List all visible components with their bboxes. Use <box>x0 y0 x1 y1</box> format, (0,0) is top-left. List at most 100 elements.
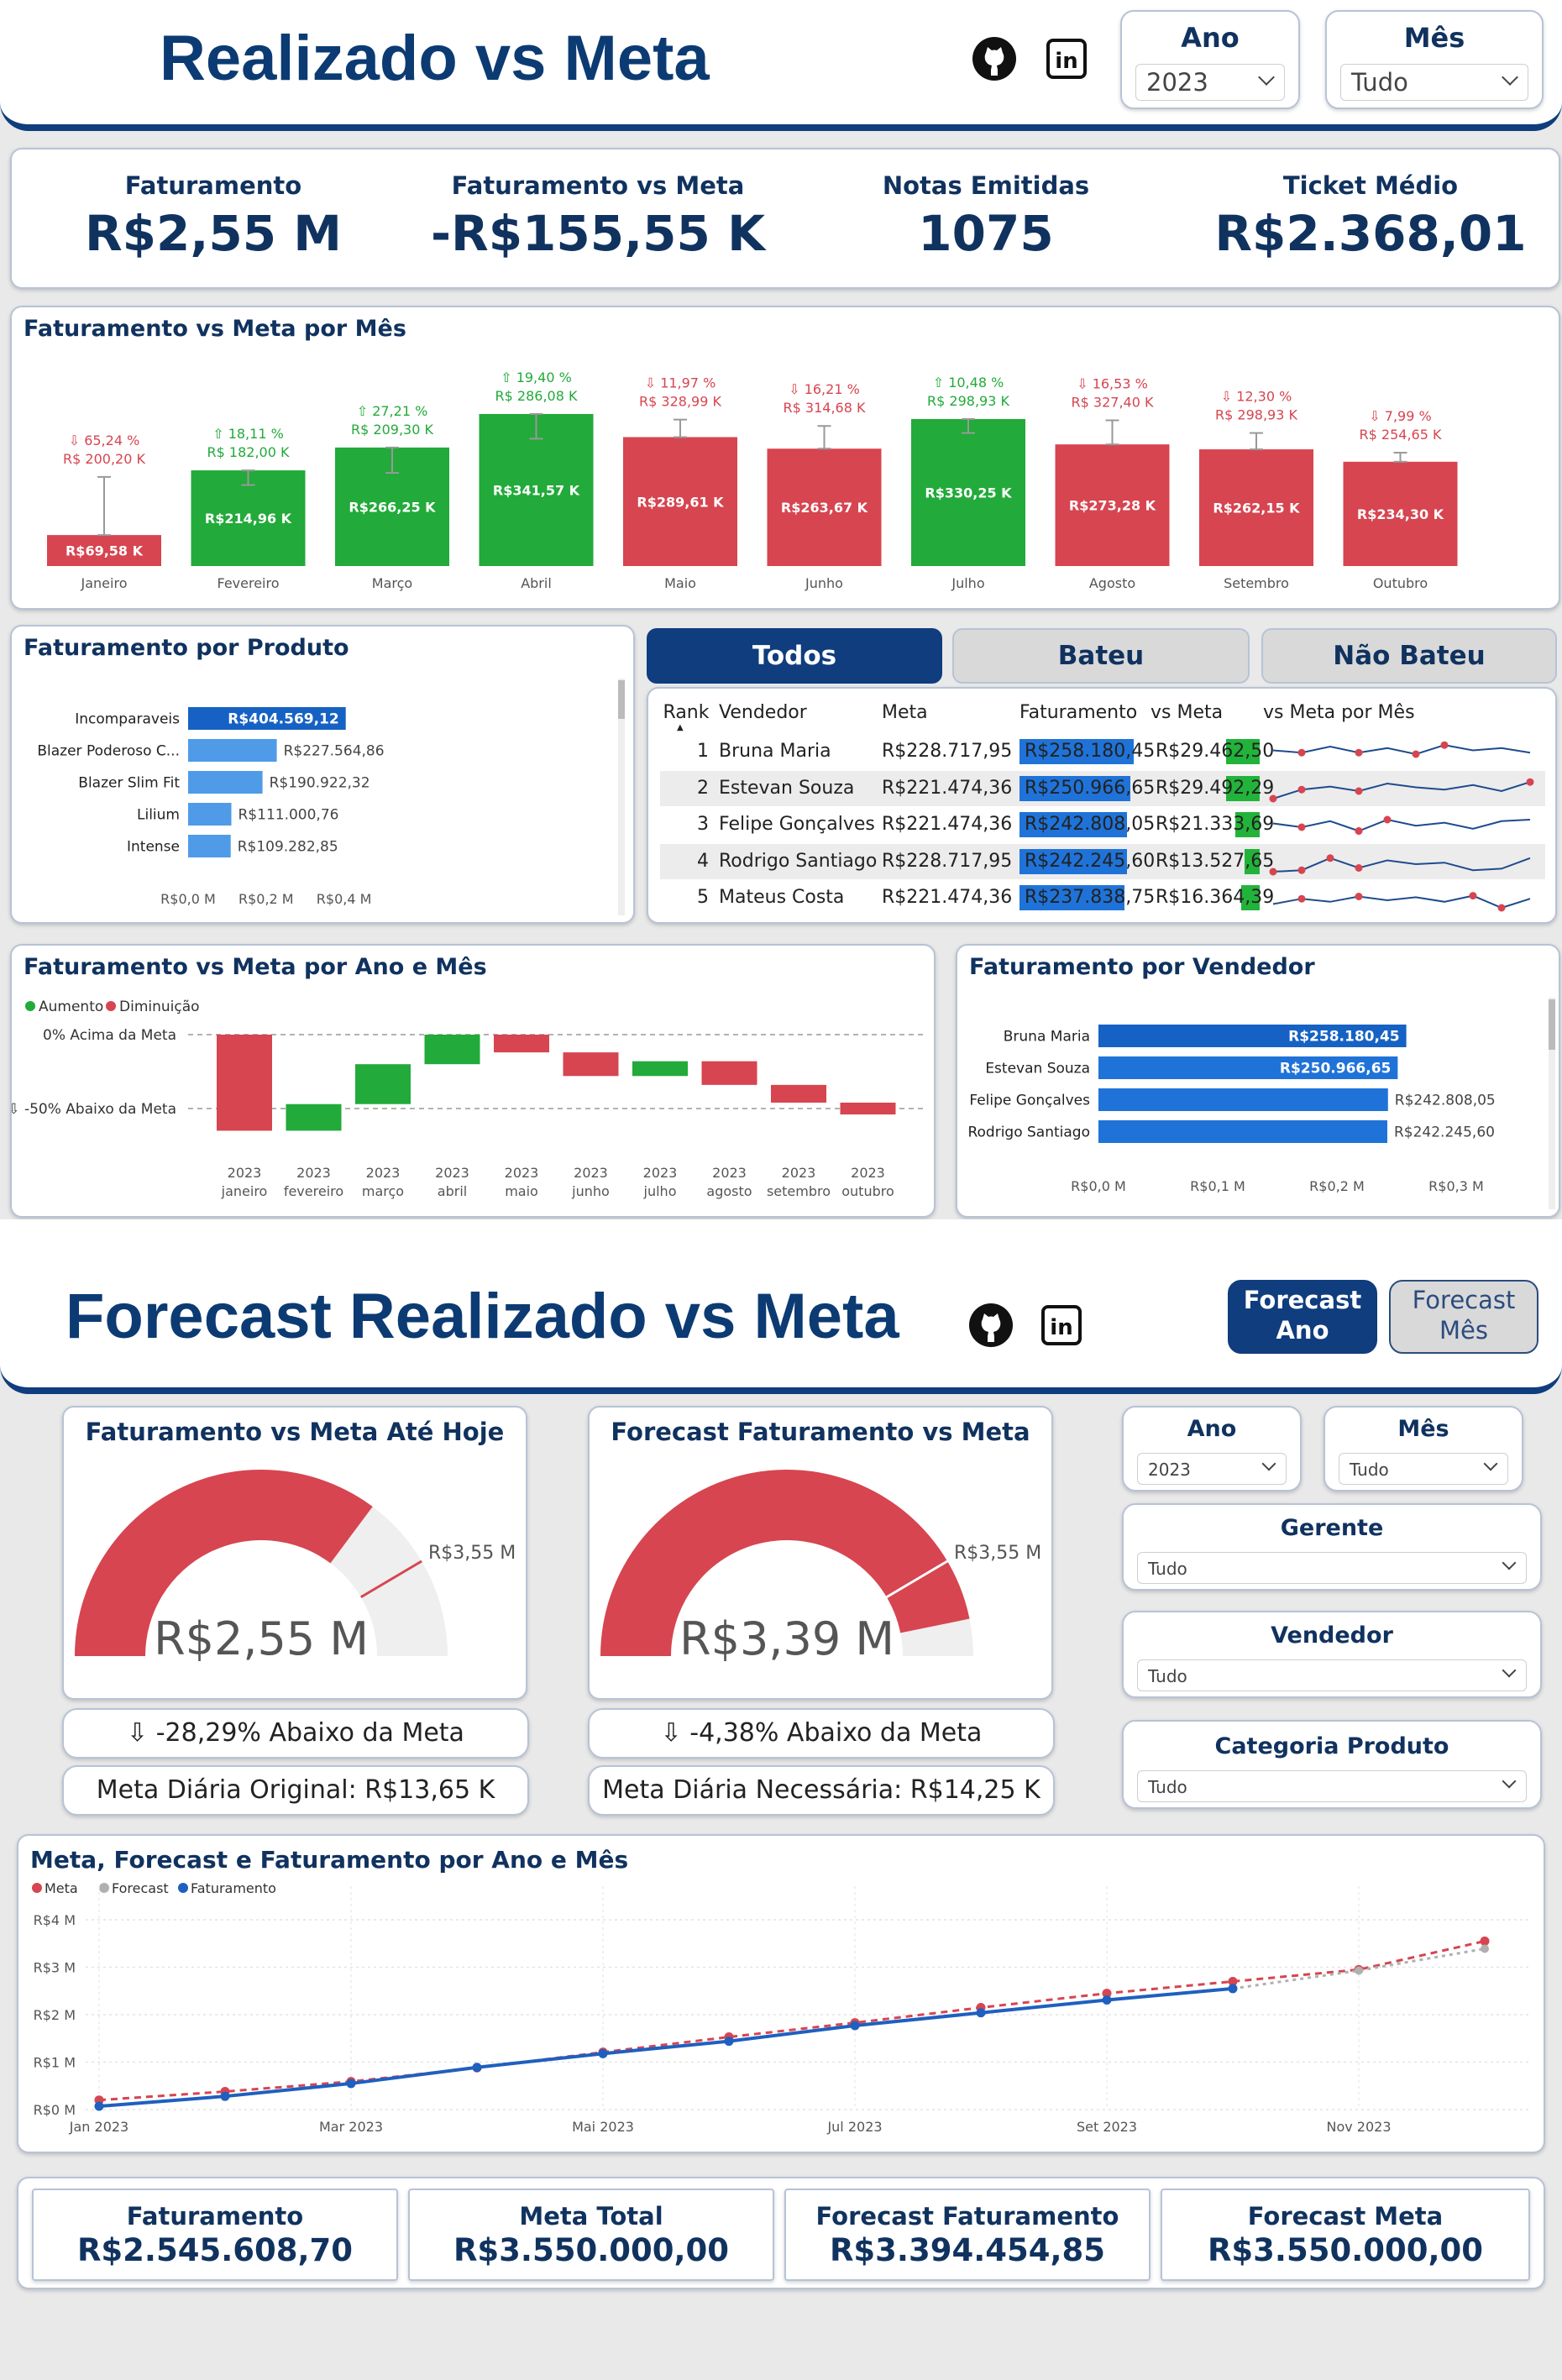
x-tick-label: Outubro <box>1373 575 1428 591</box>
x-tick-label: Fevereiro <box>217 575 279 591</box>
bar-value-label: R$330,25 K <box>925 485 1012 501</box>
fat-data-bar <box>1019 848 1127 874</box>
vs-data-bar <box>1240 885 1260 910</box>
series-line-forecast <box>1232 1947 1486 1990</box>
legend-marker <box>178 1883 188 1893</box>
percent-label: ⇩ 65,24 % <box>69 432 140 448</box>
column-header[interactable]: vs Meta por Mês <box>1263 702 1415 723</box>
mes-dropdown[interactable]: Tudo <box>1339 1453 1508 1485</box>
ano-dropdown[interactable]: 2023 <box>1137 1453 1287 1485</box>
series-point-forecast <box>1481 1944 1489 1953</box>
gauge-value: R$3,39 M <box>679 1612 894 1665</box>
meta-label: R$ 200,20 K <box>63 451 145 467</box>
column-header[interactable]: vs Meta <box>1151 702 1224 723</box>
monthly-bar-chart: R$69,58 K ⇩ 65,24 % R$ 200,20 K Janeiro R$21… <box>47 370 1458 591</box>
kpi-label: Forecast Faturamento <box>815 2202 1119 2231</box>
category-label: Blazer Poderoso C... <box>37 743 180 760</box>
tab-todos[interactable]: Todos <box>647 628 942 684</box>
categoria-produto-dropdown[interactable]: Tudo <box>1137 1770 1527 1802</box>
column-header[interactable]: Vendedor <box>719 702 807 723</box>
meta-label: R$ 182,00 K <box>207 444 290 460</box>
kpi-value: R$3.394.454,85 <box>829 2232 1106 2268</box>
forecast-mes-button[interactable]: Forecast Mês <box>1389 1280 1538 1354</box>
table-row[interactable]: 3 Felipe Gonçalves R$221.474,36 R$242.808,0… <box>660 807 1545 842</box>
sparkline-marker <box>1269 868 1277 875</box>
bar-value-label: R$69,58 K <box>66 543 144 559</box>
x-tick-year: 2023 <box>643 1165 678 1181</box>
bar-setembro <box>1199 449 1313 566</box>
kpi-forecast-faturamento: Forecast Faturamento R$3.394.454,85 <box>786 2202 1149 2268</box>
github-icon[interactable] <box>967 1302 1014 1349</box>
svg-text:in: in <box>1050 1315 1072 1340</box>
bar-outubro <box>1343 461 1458 566</box>
x-tick-label: Mai 2023 <box>572 2119 634 2135</box>
meta-label: R$ 298,93 K <box>927 393 1009 409</box>
bar <box>1098 1088 1388 1111</box>
bar-value-label: R$109.282,85 <box>238 839 338 856</box>
mes-slicer: Mês Tudo <box>1325 10 1544 109</box>
gauge-value: R$2,55 M <box>154 1612 369 1665</box>
table-row[interactable]: 5 Mateus Costa R$221.474,36 R$237.838,75 R$1… <box>660 880 1545 915</box>
table-row[interactable]: 2 Estevan Souza R$221.474,36 R$250.966,65 R$… <box>660 770 1545 806</box>
x-tick-label: Setembro <box>1224 575 1289 591</box>
tab-bateu[interactable]: Bateu <box>952 628 1250 684</box>
waterfall-bar <box>563 1052 619 1077</box>
waterfall-bar <box>355 1064 411 1104</box>
series-point-meta <box>1102 1989 1112 1999</box>
column-header[interactable]: Rank <box>663 702 710 723</box>
gauge-max-label: R$3,55 M <box>954 1543 1041 1564</box>
ano-dropdown[interactable]: 2023 <box>1135 64 1285 101</box>
column-header[interactable]: Faturamento <box>1019 702 1138 723</box>
chevron-down-icon <box>1502 69 1518 86</box>
x-tick-month: julho <box>643 1183 677 1199</box>
bar-janeiro <box>47 535 161 566</box>
sparkline-marker <box>1326 853 1334 862</box>
chart-title: Faturamento vs Meta por Mês <box>24 316 406 342</box>
bar-value-label: R$262,15 K <box>1213 501 1300 516</box>
linkedin-icon[interactable]: in <box>1043 35 1090 82</box>
mes-slicer: Mês Tudo <box>1324 1406 1523 1491</box>
sparkline <box>1269 853 1531 875</box>
x-tick-label: Março <box>372 575 412 591</box>
tab-nao-bateu[interactable]: Não Bateu <box>1261 628 1557 684</box>
percent-label: ⇩ 12,30 % <box>1221 389 1292 405</box>
meta-label: R$ 327,40 K <box>1072 394 1154 410</box>
gerente-dropdown[interactable]: Tudo <box>1137 1552 1527 1584</box>
bar-value-label: R$341,57 K <box>493 482 580 498</box>
github-icon[interactable] <box>971 35 1018 82</box>
column-header[interactable]: Meta <box>882 702 928 723</box>
waterfall-bar <box>632 1061 688 1077</box>
mes-value: Tudo <box>1351 68 1408 97</box>
meta-label: R$ 209,30 K <box>351 422 433 438</box>
bar-value-label: R$111.000,76 <box>238 807 339 824</box>
vendedor-dropdown[interactable]: Tudo <box>1137 1659 1527 1691</box>
kpi-ticket-medio: Ticket Médio R$2.368,01 <box>1186 171 1555 262</box>
mes-dropdown[interactable]: Tudo <box>1340 64 1528 101</box>
linkedin-icon[interactable]: in <box>1038 1302 1085 1349</box>
forecast-ano-l1: Forecast <box>1243 1286 1362 1314</box>
cell-rank: 4 <box>697 850 709 872</box>
vendedor-label: Vendedor <box>1271 1622 1393 1649</box>
x-tick-label: Agosto <box>1089 575 1135 591</box>
bar <box>188 835 231 857</box>
x-tick-year: 2023 <box>435 1165 469 1181</box>
categoria-produto-label: Categoria Produto <box>1214 1733 1449 1759</box>
bar-fevereiro <box>191 470 306 566</box>
chevron-down-icon <box>1483 1456 1498 1471</box>
x-tick-year: 2023 <box>228 1165 262 1181</box>
x-tick-year: 2023 <box>782 1165 816 1181</box>
waterfall-bar <box>494 1035 549 1053</box>
sparkline-marker <box>1526 778 1534 786</box>
series-point-faturamento <box>220 2091 230 2101</box>
bar-value-label: R$266,25 K <box>349 499 436 515</box>
series-point-faturamento <box>976 2008 986 2018</box>
bar <box>188 803 232 826</box>
table-row[interactable]: 1 Bruna Maria R$228.717,95 R$258.180,45 R$29… <box>660 734 1545 769</box>
bar <box>188 707 346 730</box>
bottom-kpi-card: Faturamento R$2.545.608,70 Meta Total R$3.… <box>17 2177 1545 2289</box>
forecast-ano-button[interactable]: Forecast Ano <box>1228 1280 1377 1354</box>
kpi-faturamento-box: Faturamento R$2.545.608,70 <box>32 2189 398 2281</box>
cell-vendedor: Rodrigo Santiago <box>719 850 878 872</box>
sparkline-marker <box>1440 741 1449 749</box>
table-row[interactable]: 4 Rodrigo Santiago R$228.717,95 R$242.245,6… <box>660 843 1545 879</box>
